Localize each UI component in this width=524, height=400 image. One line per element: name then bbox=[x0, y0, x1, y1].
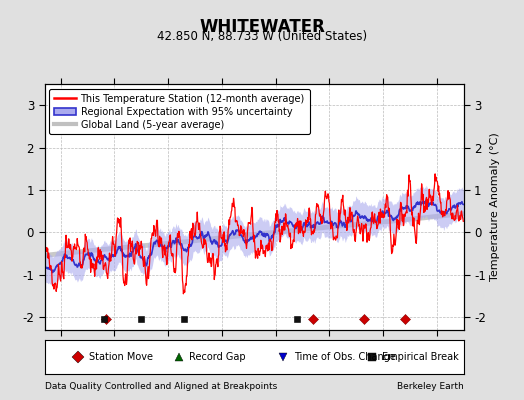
Text: Time of Obs. Change: Time of Obs. Change bbox=[294, 352, 396, 362]
Legend: This Temperature Station (12-month average), Regional Expectation with 95% uncer: This Temperature Station (12-month avera… bbox=[49, 89, 310, 134]
Y-axis label: Temperature Anomaly (°C): Temperature Anomaly (°C) bbox=[490, 133, 500, 281]
Text: Empirical Break: Empirical Break bbox=[382, 352, 458, 362]
Text: Berkeley Earth: Berkeley Earth bbox=[397, 382, 464, 391]
Text: Data Quality Controlled and Aligned at Breakpoints: Data Quality Controlled and Aligned at B… bbox=[45, 382, 277, 391]
Text: WHITEWATER: WHITEWATER bbox=[199, 18, 325, 36]
Text: Record Gap: Record Gap bbox=[189, 352, 246, 362]
Text: Station Move: Station Move bbox=[89, 352, 152, 362]
Text: 42.850 N, 88.733 W (United States): 42.850 N, 88.733 W (United States) bbox=[157, 30, 367, 43]
